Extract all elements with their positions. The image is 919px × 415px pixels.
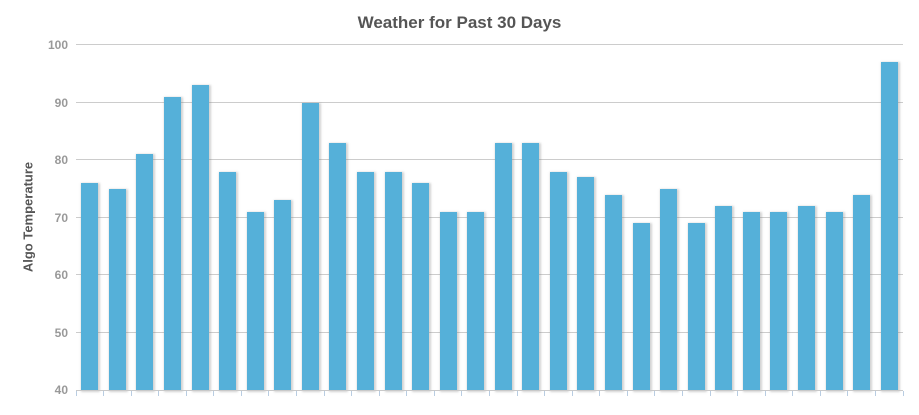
gridline (76, 274, 903, 275)
bar[interactable] (660, 188, 678, 390)
x-axis-tick (516, 391, 518, 396)
x-axis-tick (489, 391, 490, 396)
bar[interactable] (356, 171, 374, 390)
bar[interactable] (549, 171, 567, 390)
bar[interactable] (798, 206, 816, 390)
bar[interactable] (329, 142, 347, 390)
gridline (76, 101, 903, 103)
bar[interactable] (412, 183, 430, 390)
x-axis-tick (737, 391, 739, 396)
bar[interactable] (770, 211, 788, 390)
bar[interactable] (632, 223, 650, 390)
x-axis-line (76, 390, 903, 391)
y-axis-tick-label: 70 (54, 210, 68, 225)
y-axis-tick-label: 100 (47, 38, 68, 52)
bar[interactable] (494, 142, 512, 390)
bar[interactable] (742, 211, 760, 390)
y-axis-tick-label: 50 (54, 325, 68, 340)
bar[interactable] (191, 85, 209, 390)
y-axis-tick-label: 90 (54, 95, 68, 110)
x-axis-tick (130, 391, 132, 396)
x-axis-tick (819, 391, 821, 396)
x-axis-tick (268, 391, 270, 396)
x-axis-tick (240, 391, 242, 396)
x-axis-tick (571, 391, 573, 396)
bar[interactable] (163, 96, 181, 390)
x-axis-tick (406, 391, 408, 396)
bar[interactable] (715, 206, 733, 390)
bar[interactable] (605, 194, 623, 390)
x-axis-tick (323, 391, 325, 396)
x-axis-tick (681, 391, 683, 396)
x-axis-tick (213, 391, 215, 396)
bar[interactable] (522, 142, 540, 390)
x-axis-tick (103, 391, 105, 396)
bar[interactable] (853, 194, 871, 390)
bar[interactable] (467, 211, 485, 390)
bar[interactable] (81, 183, 99, 390)
x-axis-tick (874, 391, 876, 396)
bar[interactable] (687, 223, 705, 390)
x-axis-tick (626, 391, 628, 396)
x-axis-tick (902, 391, 904, 396)
x-axis-tick (378, 391, 380, 396)
x-axis-tick (654, 391, 656, 396)
x-axis-tick (764, 391, 766, 396)
x-axis-tick (158, 391, 160, 396)
plot-area (75, 44, 904, 396)
x-axis-tick (792, 391, 794, 396)
bar[interactable] (880, 62, 898, 390)
x-axis-tick (599, 391, 601, 396)
bar[interactable] (439, 211, 457, 390)
bar[interactable] (219, 171, 237, 390)
x-axis-tick (75, 391, 77, 396)
bar[interactable] (136, 154, 154, 390)
gridline (76, 159, 903, 160)
y-axis-tick-label: 80 (54, 153, 68, 167)
bar[interactable] (274, 200, 292, 390)
x-axis-tick (709, 391, 711, 396)
x-axis-tick (351, 391, 353, 396)
x-axis-tick (296, 391, 298, 396)
x-axis-tick (433, 391, 435, 396)
y-axis-tick-label: 60 (54, 268, 68, 282)
bar[interactable] (825, 211, 843, 390)
bar[interactable] (577, 177, 595, 390)
bar[interactable] (246, 211, 264, 390)
bar[interactable] (108, 188, 126, 390)
gridline (76, 216, 903, 218)
bar[interactable] (301, 102, 319, 390)
x-axis-tick (461, 391, 463, 396)
gridline (76, 44, 903, 45)
x-axis-tick (185, 391, 187, 396)
y-axis-tick-label: 40 (54, 383, 68, 397)
bar[interactable] (384, 171, 402, 390)
gridline (76, 331, 903, 333)
x-axis-tick (847, 391, 849, 396)
chart-title: Weather for Past 30 Days (357, 13, 562, 32)
x-axis-tick (544, 391, 546, 396)
